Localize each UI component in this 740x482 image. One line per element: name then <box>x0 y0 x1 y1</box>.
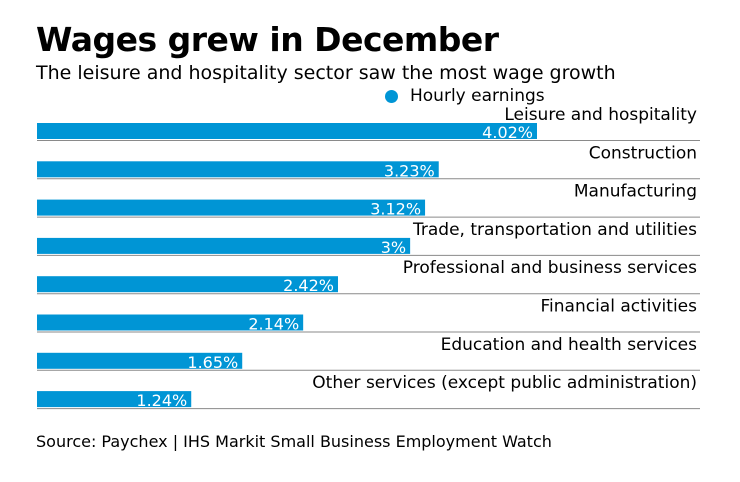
data-label: 2.14% <box>248 315 299 334</box>
source-note: Source: Paychex | IHS Markit Small Busin… <box>36 432 552 451</box>
category-label: Education and health services <box>441 335 698 355</box>
chart-title: Wages grew in December <box>36 20 499 59</box>
category-label: Leisure and hospitality <box>504 105 697 125</box>
category-label: Trade, transportation and utilities <box>412 220 697 240</box>
bar <box>37 199 426 216</box>
category-label: Other services (except public administra… <box>312 373 697 393</box>
bar <box>37 123 537 139</box>
data-label: 2.42% <box>283 276 334 295</box>
legend: Hourly earnings <box>385 86 545 106</box>
chart-subtitle: The leisure and hospitality sector saw t… <box>36 62 616 84</box>
bar <box>37 314 304 331</box>
data-label: 3% <box>381 238 406 257</box>
category-label: Construction <box>589 143 697 163</box>
legend-dot-icon <box>385 89 398 103</box>
bar <box>37 352 243 369</box>
bar <box>37 276 338 293</box>
category-label: Professional and business services <box>403 258 697 278</box>
data-label: 3.23% <box>384 161 435 180</box>
legend-label: Hourly earnings <box>410 86 545 106</box>
bar <box>37 237 411 254</box>
data-label: 4.02% <box>482 123 533 142</box>
category-label: Financial activities <box>541 297 698 317</box>
bar <box>37 391 192 408</box>
data-label: 1.65% <box>187 353 238 372</box>
data-label: 1.24% <box>136 391 187 410</box>
bar <box>37 161 439 178</box>
category-label: Manufacturing <box>574 182 697 202</box>
data-label: 3.12% <box>370 200 421 219</box>
